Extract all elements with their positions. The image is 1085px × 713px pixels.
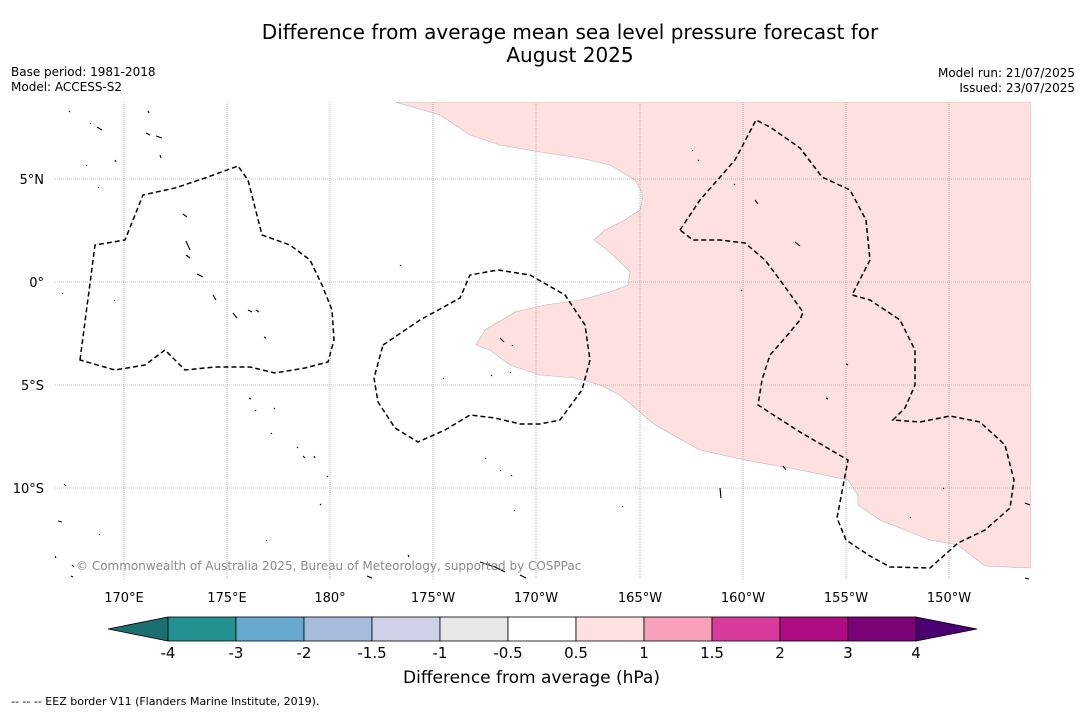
- graticule: [55, 102, 1031, 580]
- lat-label-5s: 5°S: [21, 379, 44, 394]
- eez-border-west: [79, 165, 335, 374]
- colorbar-tick-label: -1: [433, 644, 448, 662]
- colorbar-tick-label: -4: [161, 644, 176, 662]
- base-period: Base period: 1981-2018: [11, 65, 156, 79]
- colorbar-tick-label: -1.5: [357, 644, 386, 662]
- colorbar-tick-label: 1.5: [700, 644, 724, 662]
- chart-title: Difference from average mean sea level p…: [0, 21, 1085, 67]
- lon-label-170w: 170°W: [514, 591, 558, 606]
- colorbar-tick-label: -2: [297, 644, 312, 662]
- colorbar-tick-label: 2: [775, 644, 785, 662]
- title-line-1: Difference from average mean sea level p…: [261, 20, 879, 44]
- meta-left: Base period: 1981-2018 Model: ACCESS-S2: [11, 65, 156, 95]
- colorbar-tick-label: 4: [911, 644, 921, 662]
- lon-label-150w: 150°W: [927, 591, 971, 606]
- eez-borders: [79, 119, 1015, 569]
- colorbar-segment: [711, 616, 781, 642]
- lon-label-175w: 175°W: [411, 591, 455, 606]
- colorbar-title: Difference from average (hPa): [403, 668, 660, 688]
- colorbar-segment: [371, 616, 441, 642]
- colorbar-segment: [303, 616, 373, 642]
- colorbar-segment: [779, 616, 849, 642]
- colorbar-segment: [167, 616, 237, 642]
- islands: [55, 110, 1031, 580]
- positive-anomaly-region: [394, 102, 1031, 569]
- lon-label-160w: 160°W: [721, 591, 765, 606]
- longitude-labels: 170°E 175°E 180° 175°W 170°W 165°W 160°W…: [104, 591, 971, 606]
- colorbar-segment: [439, 616, 509, 642]
- eez-footnote: -- -- -- EEZ border V11 (Flanders Marine…: [11, 695, 320, 708]
- lon-label-170e: 170°E: [104, 591, 144, 606]
- colorbar-tick-label: -3: [229, 644, 244, 662]
- map-copyright: © Commonwealth of Australia 2025, Bureau…: [76, 559, 581, 573]
- lat-label-0: 0°: [29, 276, 44, 291]
- lat-label-5n: 5°N: [20, 173, 45, 188]
- model-run: Model run: 21/07/2025: [937, 66, 1075, 80]
- issued-date: Issued: 23/07/2025: [959, 81, 1075, 95]
- colorbar-tick-label: 3: [843, 644, 853, 662]
- lon-label-180: 180°: [314, 591, 345, 606]
- colorbar-tick-label: 1: [639, 644, 649, 662]
- colorbar-segment: [507, 616, 577, 642]
- meta-right: Model run: 21/07/2025 Issued: 23/07/2025: [938, 66, 1075, 96]
- colorbar-segment: [575, 616, 645, 642]
- eez-border-east: [678, 119, 1015, 569]
- colorbar-segment: [847, 616, 917, 642]
- lon-label-175e: 175°E: [207, 591, 247, 606]
- colorbar-extend-low: [107, 616, 169, 642]
- colorbar-extend-high: [915, 616, 978, 642]
- colorbar-tick-label: 0.5: [564, 644, 588, 662]
- latitude-labels: 5°N 0° 5°S 10°S: [13, 173, 44, 497]
- colorbar-segment: [643, 616, 713, 642]
- lat-label-10s: 10°S: [13, 482, 44, 497]
- colorbar: -4 -3 -2 -1.5 -1 -0.5 0.5 1 1.5 2 3 4: [107, 616, 978, 662]
- lon-label-165w: 165°W: [618, 591, 662, 606]
- colorbar-tick-label: -0.5: [493, 644, 522, 662]
- model-name: Model: ACCESS-S2: [11, 80, 123, 94]
- map-area: © Commonwealth of Australia 2025, Bureau…: [55, 102, 1031, 580]
- colorbar-segment: [235, 616, 305, 642]
- eez-border-central: [373, 269, 591, 443]
- title-line-2: August 2025: [506, 43, 634, 67]
- lon-label-155w: 155°W: [824, 591, 868, 606]
